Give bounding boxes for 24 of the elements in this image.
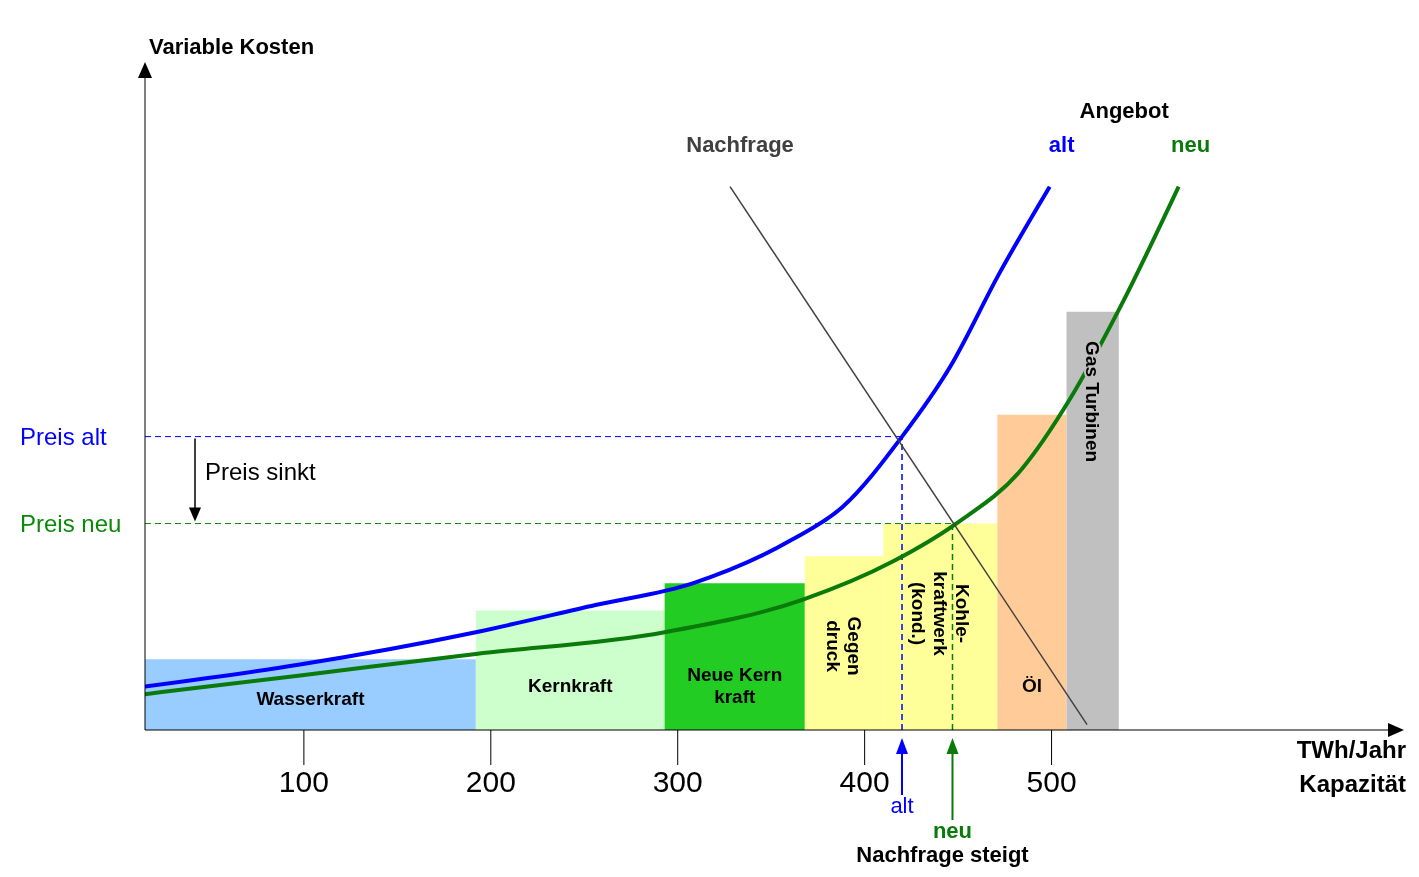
annotation: Öl — [1021, 674, 1042, 696]
annotation: Neue Kern kraft — [687, 663, 783, 707]
annotation: Wasserkraft — [256, 687, 366, 709]
annotation: Preis sinkt — [205, 458, 317, 486]
series-label: Nachfrage — [686, 131, 794, 157]
series-label: neu — [1171, 131, 1211, 157]
x-axis-title: TWh/Jahr Kapazität — [1296, 736, 1407, 797]
ref-line-label: Preis neu — [20, 509, 122, 537]
ref-line-label: alt — [890, 793, 914, 818]
text: Angebot — [1079, 97, 1170, 123]
annotation: Kohle- kraftwerk (kond.) — [907, 571, 973, 657]
ref-line-label: neu — [932, 818, 973, 843]
annotation: Kernkraft — [527, 674, 614, 696]
x-tick-label: 500 — [1026, 765, 1077, 799]
x-tick-label: 300 — [652, 765, 703, 799]
x-tick-label: 100 — [278, 765, 329, 799]
text: Variable Kosten — [149, 34, 315, 59]
annotation: Gas Turbinen — [1082, 341, 1104, 463]
x-tick-label: 400 — [839, 765, 890, 799]
text: Nachfrage steigt — [856, 842, 1030, 867]
annotation: Gegen druck — [822, 616, 866, 676]
series-label: alt — [1048, 131, 1076, 157]
x-tick-label: 200 — [465, 765, 516, 799]
ref-line-label: Preis alt — [20, 422, 108, 450]
